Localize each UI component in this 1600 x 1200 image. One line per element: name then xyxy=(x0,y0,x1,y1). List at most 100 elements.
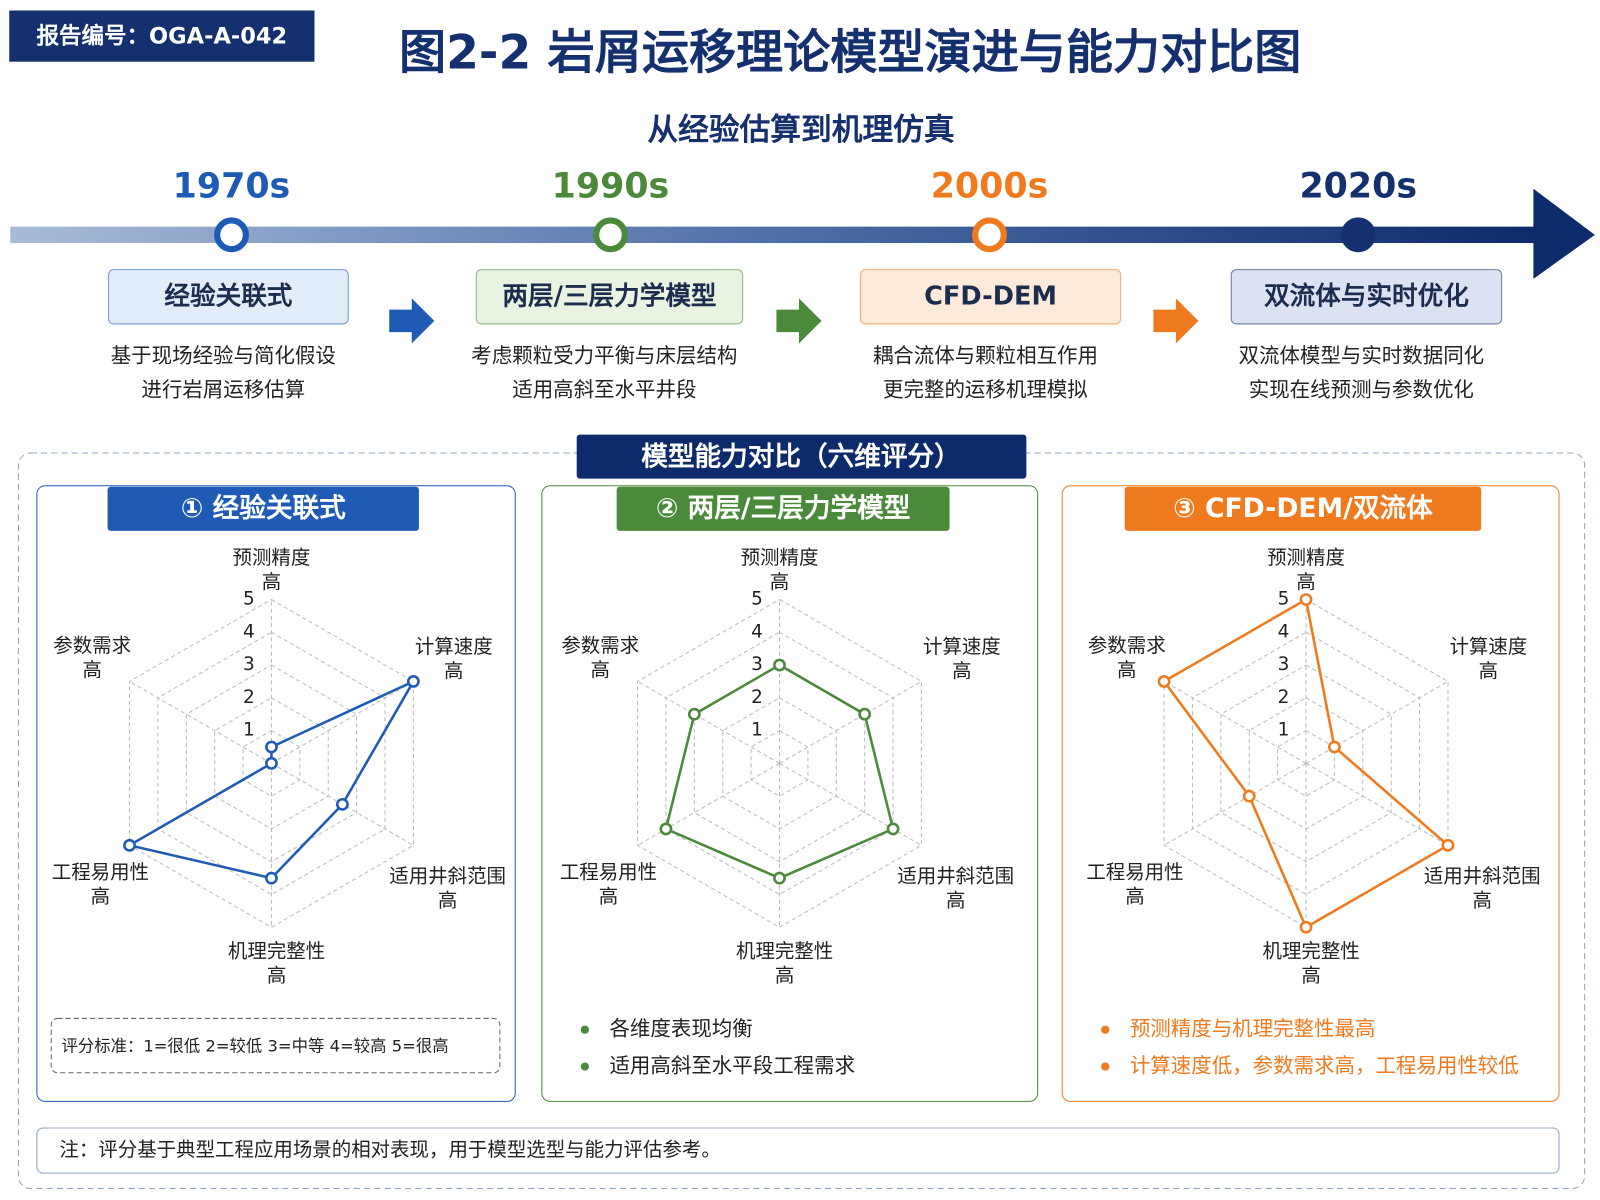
note-bullet xyxy=(1101,1025,1110,1034)
axis-label: 参数需求 xyxy=(1088,634,1166,657)
radar-point xyxy=(773,871,786,885)
spoke xyxy=(1305,762,1449,846)
axis-sublabel: 高 xyxy=(1117,659,1136,682)
axis-sublabel: 高 xyxy=(952,660,971,683)
timeline-year: 2000s xyxy=(931,167,1049,207)
axis-label: 机理完整性 xyxy=(228,939,325,962)
model-name: 经验关联式 xyxy=(164,280,292,311)
axis-label: 适用井斜范围 xyxy=(389,865,506,888)
axis-label: 适用井斜范围 xyxy=(897,865,1014,888)
model-desc: 更完整的运移机理模拟 xyxy=(883,378,1088,402)
flow-arrow xyxy=(1153,298,1199,344)
spoke xyxy=(1305,680,1449,764)
r-tick-label: 4 xyxy=(751,621,763,642)
spoke xyxy=(1163,680,1307,764)
axis-label: 计算速度 xyxy=(1449,635,1527,658)
flow-arrow xyxy=(389,298,435,344)
axis-sublabel: 高 xyxy=(1301,964,1320,987)
axis-label: 工程易用性 xyxy=(52,860,149,883)
radar-point xyxy=(123,838,136,852)
r-tick-label: 1 xyxy=(1278,720,1290,741)
grid-ring xyxy=(128,598,414,928)
note-bullet xyxy=(580,1062,589,1071)
model-desc: 进行岩屑运移估算 xyxy=(141,378,305,402)
model-desc: 实现在线预测与参数优化 xyxy=(1249,378,1474,402)
model-desc: 基于现场经验与简化假设 xyxy=(111,344,336,368)
axis-sublabel: 高 xyxy=(91,885,110,908)
timeline-arrowhead xyxy=(1533,188,1595,279)
grid-ring xyxy=(637,598,922,928)
panel-title: ② 两层/三层力学模型 xyxy=(656,493,911,524)
note-bullet xyxy=(1101,1062,1110,1071)
radar-point xyxy=(336,797,349,811)
axis-sublabel: 高 xyxy=(1296,571,1315,594)
r-tick-label: 2 xyxy=(243,687,255,708)
radar-point xyxy=(265,756,278,770)
radar-point xyxy=(858,707,872,721)
report-id: 报告编号：OGA-A-042 xyxy=(36,23,287,50)
axis-sublabel: 高 xyxy=(1125,885,1144,908)
axis-sublabel: 高 xyxy=(591,659,610,682)
timeline-year: 1970s xyxy=(173,167,291,207)
r-tick-label: 4 xyxy=(1278,621,1290,642)
panel xyxy=(1061,485,1560,1102)
axis-sublabel: 高 xyxy=(775,964,794,987)
note: 适用高斜至水平段工程需求 xyxy=(609,1054,855,1078)
scale-note-box xyxy=(50,1017,501,1074)
radar-point xyxy=(687,707,701,721)
radar-point xyxy=(1328,740,1341,754)
flow-arrow xyxy=(776,298,822,344)
panel-title-box xyxy=(1124,486,1482,531)
axis-label: 预测精度 xyxy=(233,546,311,569)
timeline-node xyxy=(593,217,628,253)
comparison-title-box xyxy=(576,434,1027,479)
axis-sublabel: 高 xyxy=(82,659,101,682)
model-desc: 适用高斜至水平井段 xyxy=(512,378,696,402)
timeline-node xyxy=(214,217,249,253)
radar-point xyxy=(1242,789,1256,803)
note: 计算速度低，参数需求高，工程易用性较低 xyxy=(1130,1054,1519,1078)
timeline-bar xyxy=(10,226,1537,244)
axis-label: 工程易用性 xyxy=(1086,860,1183,883)
panel-title-box xyxy=(107,486,419,531)
radar-point xyxy=(265,740,278,754)
panel xyxy=(36,485,516,1102)
axis-label: 预测精度 xyxy=(1267,546,1345,569)
radar-point xyxy=(1299,593,1313,606)
axis-label: 预测精度 xyxy=(741,546,819,569)
model-desc: 考虑颗粒受力平衡与床层结构 xyxy=(471,344,737,368)
axis-sublabel: 高 xyxy=(599,885,618,908)
radar-point xyxy=(406,675,420,688)
axis-label: 适用井斜范围 xyxy=(1424,865,1541,888)
model-name: 双流体与实时优化 xyxy=(1264,280,1469,311)
r-tick-label: 4 xyxy=(243,621,255,642)
r-tick-label: 2 xyxy=(751,687,763,708)
timeline-year: 1990s xyxy=(552,167,670,207)
axis-sublabel: 高 xyxy=(770,571,789,594)
r-tick-label: 2 xyxy=(1278,687,1290,708)
model-box xyxy=(859,269,1122,325)
axis-sublabel: 高 xyxy=(438,889,457,912)
spoke xyxy=(637,680,780,764)
axis-sublabel: 高 xyxy=(267,964,286,987)
radar-point xyxy=(1157,675,1171,688)
note: 各维度表现均衡 xyxy=(609,1017,752,1041)
subtitle: 从经验估算到机理仿真 xyxy=(647,112,954,148)
radar-point xyxy=(659,822,673,836)
axis-sublabel: 高 xyxy=(1472,889,1491,912)
radar-point xyxy=(265,871,278,885)
comparison-title: 模型能力对比（六维评分） xyxy=(641,442,961,473)
spoke xyxy=(271,680,414,764)
radar-point xyxy=(773,658,786,672)
r-tick-label: 3 xyxy=(751,654,763,675)
r-tick-label: 5 xyxy=(751,588,763,609)
model-box xyxy=(475,269,744,325)
panel-title: ③ CFD-DEM/双流体 xyxy=(1173,493,1433,524)
footnote-box xyxy=(36,1127,1560,1174)
model-box xyxy=(1230,269,1503,325)
title: 图2-2 岩屑运移理论模型演进与能力对比图 xyxy=(399,26,1301,81)
model-desc: 耦合流体与颗粒相互作用 xyxy=(873,344,1098,368)
radar-point xyxy=(1441,838,1455,852)
panel-title-box xyxy=(616,486,950,531)
